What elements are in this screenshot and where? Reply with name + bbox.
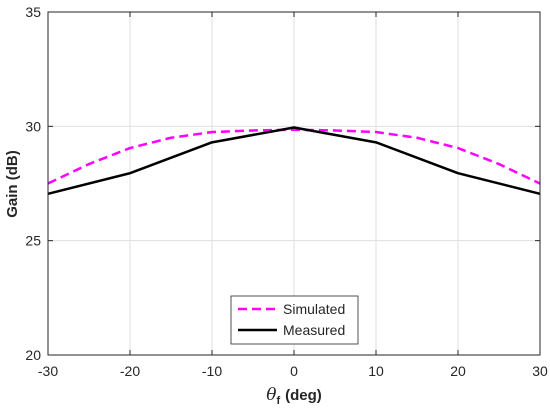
series-lines — [47, 126, 541, 196]
x-tick-label: 20 — [450, 363, 466, 379]
grid-lines — [48, 12, 540, 355]
x-tick-label: -20 — [120, 363, 140, 379]
x-axis-label-symbol: θ — [266, 385, 276, 405]
x-axis-label: θf (deg) — [266, 385, 322, 407]
y-tick-label: 35 — [25, 4, 41, 20]
x-tick-label: 10 — [368, 363, 384, 379]
series-line-simulated — [47, 128, 541, 185]
x-axis-label-text: (deg) — [285, 387, 322, 404]
x-tick-label: 30 — [532, 363, 548, 379]
x-tick-label: -30 — [38, 363, 58, 379]
y-tick-label: 25 — [25, 233, 41, 249]
x-axis-label-subscript: f — [276, 395, 280, 407]
y-tick-label: 20 — [25, 347, 41, 363]
axis-ticks: -30 -20 -10 0 10 20 30 20 25 30 35 — [25, 4, 548, 379]
y-tick-label: 30 — [25, 118, 41, 134]
x-tick-label: -10 — [202, 363, 222, 379]
legend-label-simulated: Simulated — [283, 301, 345, 317]
series-line-measured — [47, 126, 541, 196]
legend: Simulated Measured — [230, 295, 359, 345]
legend-box — [230, 295, 359, 345]
x-tick-label: 0 — [290, 363, 298, 379]
y-axis-label: Gain (dB) — [4, 150, 21, 218]
legend-label-measured: Measured — [283, 322, 345, 338]
